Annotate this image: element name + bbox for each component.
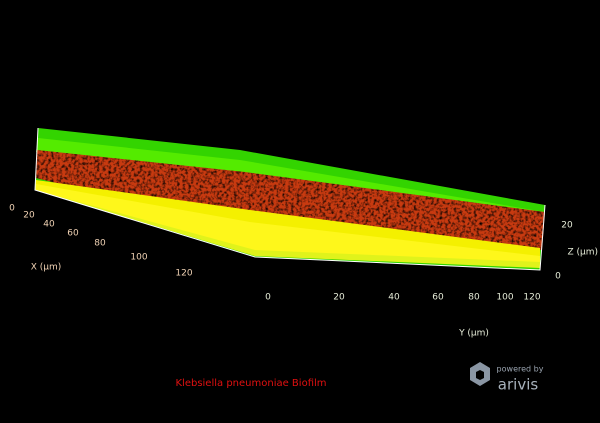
z-tick-label: 20 [561, 221, 573, 231]
x-tick-label: 80 [94, 239, 106, 249]
y-axis-label: Y (µm) [458, 329, 489, 339]
x-tick-label: 60 [67, 229, 79, 239]
x-axis: 0 20 40 60 80 100 120 X (µm) [9, 204, 193, 279]
x-tick-label: 0 [9, 204, 15, 214]
x-tick-label: 20 [23, 211, 35, 221]
y-tick-label: 60 [432, 293, 444, 303]
x-axis-label: X (µm) [31, 263, 62, 273]
z-tick-label: 0 [555, 272, 561, 282]
y-tick-label: 120 [523, 293, 540, 303]
logo-tagline: powered by [497, 365, 544, 374]
y-tick-label: 20 [333, 293, 345, 303]
x-tick-label: 120 [175, 269, 192, 279]
x-tick-label: 100 [130, 253, 147, 263]
logo-icon [470, 362, 490, 386]
logo-name: arivis [498, 376, 539, 394]
bounding-edge [34, 127, 546, 271]
caption: Klebsiella pneumoniae Biofilm [175, 378, 326, 389]
x-tick-label: 40 [43, 220, 55, 230]
z-axis: 20 0 Z (µm) [555, 221, 598, 282]
y-tick-label: 0 [265, 293, 271, 303]
logo: powered by arivis [470, 362, 544, 394]
y-tick-label: 100 [496, 293, 513, 303]
z-axis-label: Z (µm) [567, 248, 598, 258]
biofilm-render [34, 127, 546, 271]
y-axis: 0 20 40 60 80 100 120 Y (µm) [265, 293, 541, 339]
yellow-bottom [35, 184, 540, 268]
red-texture [36, 150, 545, 250]
y-tick-label: 40 [388, 293, 400, 303]
y-tick-label: 80 [468, 293, 480, 303]
